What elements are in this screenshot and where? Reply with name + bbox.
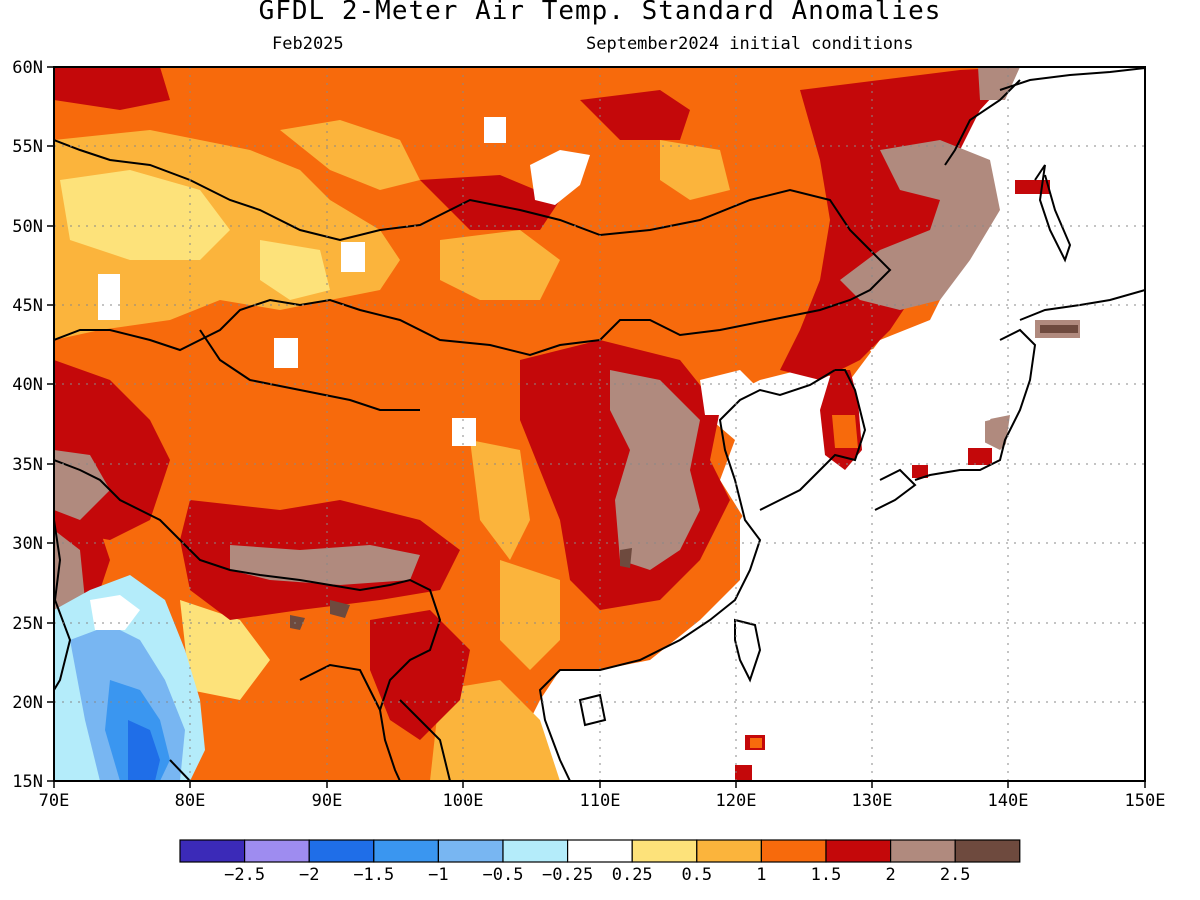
anomaly-region-darkbrown-3 [1040,325,1078,333]
anomaly-region-red-northwest [54,67,170,110]
anomaly-region-darkbrown-1 [330,600,350,618]
colorbar-swatch [889,839,956,863]
lon-tick-label: 110E [580,791,621,811]
colorbar-swatch [308,839,375,863]
anomaly-region-light-orange-6 [500,560,560,670]
lat-tick-label: 60N [12,58,43,78]
lon-tick-label: 130E [852,791,893,811]
gridlines [54,67,1145,781]
anomaly-region-yellow [60,170,230,260]
anomaly-region-red-north-2 [580,90,690,140]
tick-marks [47,66,1146,788]
lat-tick-label: 35N [12,455,43,475]
anomaly-region-darkbrown-2 [620,548,632,568]
anomaly-region-light-orange-4 [660,140,730,200]
colorbar-swatch [373,839,439,863]
colorbar-swatch [566,839,633,863]
lon-tick-label: 80E [175,791,206,811]
lon-tick-label: 140E [988,791,1029,811]
anomaly-region-brown-northeast [840,140,1000,310]
lon-labels: 70E 80E 90E 100E 110E 120E 130E 140E 150… [39,791,1166,811]
initial-conditions: September2024 initial conditions [586,34,914,54]
lat-tick-label: 40N [12,375,43,395]
lat-tick-label: 25N [12,614,43,634]
colorbar-label: −2.5 [224,865,265,885]
colorbar-label: −2 [299,865,319,885]
colorbar-swatch [631,839,698,863]
anomaly-region-brown-pakistan [54,530,85,615]
lon-tick-label: 150E [1125,791,1166,811]
anomaly-region-brown-northeast-2 [978,67,1020,100]
forecast-month: Feb2025 [272,34,344,54]
anomaly-region-red-mekong [370,610,470,740]
map-title: GFDL 2-Meter Air Temp. Standard Anomalie… [258,0,942,26]
colorbar-swatch [954,839,1021,863]
colorbar-swatch [825,839,892,863]
colorbar-swatch [760,839,827,863]
colorbar-swatch [437,839,504,863]
anomaly-region-darkbrown-4 [290,615,305,630]
lon-tick-label: 100E [443,791,484,811]
colorbar [179,839,1021,863]
anomaly-region-deep-blue [128,720,160,781]
anomaly-region-red-north [420,175,560,230]
lat-tick-label: 15N [12,772,43,792]
colorbar-label: −1 [428,865,448,885]
lat-tick-label: 55N [12,137,43,157]
colorbar-label: 0.25 [612,865,653,885]
anomaly-region-neutral-india [90,595,140,630]
colorbar-label: −1.5 [353,865,394,885]
anomaly-region-yellow-3 [180,600,270,700]
coastlines [54,67,1145,781]
colorbar-label: 0.5 [681,865,712,885]
lon-tick-label: 120E [716,791,757,811]
colorbar-swatch [502,839,569,863]
colorbar-label: 2.5 [940,865,971,885]
colorbar-swatch [696,839,762,863]
colorbar-swatch [179,839,246,863]
colorbar-swatch [244,839,310,863]
lon-tick-label: 70E [39,791,70,811]
colorbar-labels: −2.5 −2 −1.5 −1 −0.5 −0.25 0.25 0.5 1 1.5 2 2.5 [224,865,970,885]
anomaly-region-yellow-2 [260,240,330,300]
lon-tick-label: 90E [312,791,343,811]
anomaly-region-light-orange-2 [280,120,420,190]
lat-tick-label: 20N [12,693,43,713]
anomaly-region-brown-central [610,370,700,570]
lat-tick-label: 30N [12,534,43,554]
anomaly-region-light-orange-5 [470,440,530,560]
colorbar-label: −0.25 [542,865,593,885]
colorbar-label: 2 [885,865,895,885]
anomaly-region-brown-tibet [230,545,420,585]
colorbar-label: −0.5 [483,865,524,885]
anomaly-field [54,67,1145,781]
colorbar-label: 1 [756,865,766,885]
lat-labels: 15N 20N 25N 30N 35N 40N 45N 50N 55N 60N [12,58,43,792]
lat-tick-label: 50N [12,217,43,237]
anomaly-region-light-orange-3 [440,230,560,300]
ocean-area [720,320,1145,781]
colorbar-label: 1.5 [811,865,842,885]
anomaly-region-red-northeast [780,67,1020,380]
anomaly-region-brown-west [54,450,110,520]
lat-tick-label: 45N [12,296,43,316]
